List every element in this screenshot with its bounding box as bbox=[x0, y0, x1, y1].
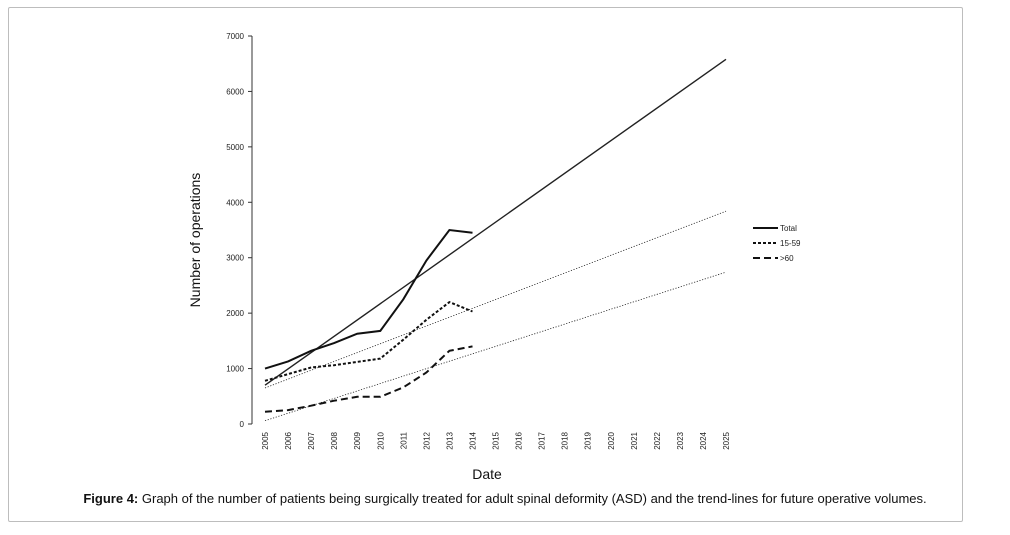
x-tick-label: 2017 bbox=[538, 431, 547, 449]
x-tick-label: 2020 bbox=[607, 431, 616, 449]
x-tick-label: 2023 bbox=[676, 431, 685, 449]
x-tick-label: 2015 bbox=[492, 431, 501, 449]
y-tick-label: 5000 bbox=[226, 143, 244, 152]
legend-label: >60 bbox=[780, 254, 794, 263]
y-tick-label: 0 bbox=[240, 420, 245, 429]
x-tick-label: 2006 bbox=[284, 431, 293, 449]
x-tick-label: 2013 bbox=[445, 431, 454, 449]
x-axis-label: Date bbox=[472, 466, 502, 482]
x-axis-ticks: 2005 2006 2007 2008 2009 2010 2011 2012 2013 2014… bbox=[261, 431, 731, 449]
y-axis-ticks: 0 1000 2000 3000 4000 5000 6000 7000 bbox=[226, 32, 252, 429]
trend-line bbox=[264, 210, 727, 389]
y-tick-label: 1000 bbox=[226, 365, 244, 374]
trend-line bbox=[264, 58, 727, 386]
trend-line bbox=[264, 271, 727, 422]
legend-label: Total bbox=[780, 224, 797, 233]
x-tick-label: 2018 bbox=[561, 431, 570, 449]
x-tick-label: 2009 bbox=[353, 431, 362, 449]
figure-caption-text: Graph of the number of patients being su… bbox=[138, 491, 927, 506]
series-line bbox=[264, 345, 473, 413]
x-tick-label: 2005 bbox=[261, 431, 270, 449]
x-tick-label: 2025 bbox=[722, 431, 731, 449]
series-lines bbox=[264, 228, 473, 413]
x-tick-label: 2011 bbox=[399, 431, 408, 449]
figure-frame bbox=[8, 7, 963, 522]
x-tick-label: 2019 bbox=[584, 431, 593, 449]
legend: Total 15-59 >60 bbox=[753, 224, 801, 263]
y-axis-label: Number of operations bbox=[187, 173, 203, 308]
x-tick-label: 2024 bbox=[699, 431, 708, 449]
y-tick-label: 2000 bbox=[226, 309, 244, 318]
y-tick-label: 3000 bbox=[226, 254, 244, 263]
x-tick-label: 2022 bbox=[653, 431, 662, 449]
y-tick-label: 4000 bbox=[226, 198, 244, 207]
legend-label: 15-59 bbox=[780, 239, 801, 248]
y-tick-label: 6000 bbox=[226, 87, 244, 96]
x-tick-label: 2008 bbox=[330, 431, 339, 449]
figure-caption: Figure 4: Graph of the number of patient… bbox=[0, 491, 1010, 506]
x-tick-label: 2012 bbox=[422, 431, 431, 449]
x-tick-label: 2007 bbox=[307, 431, 316, 449]
series-line bbox=[264, 300, 473, 382]
x-tick-label: 2010 bbox=[376, 431, 385, 449]
x-tick-label: 2016 bbox=[515, 431, 524, 449]
figure-caption-label: Figure 4: bbox=[83, 491, 139, 506]
trend-lines bbox=[264, 58, 727, 422]
x-tick-label: 2014 bbox=[468, 431, 477, 449]
y-tick-label: 7000 bbox=[226, 32, 244, 41]
x-tick-label: 2021 bbox=[630, 431, 639, 449]
series-line bbox=[264, 228, 473, 370]
